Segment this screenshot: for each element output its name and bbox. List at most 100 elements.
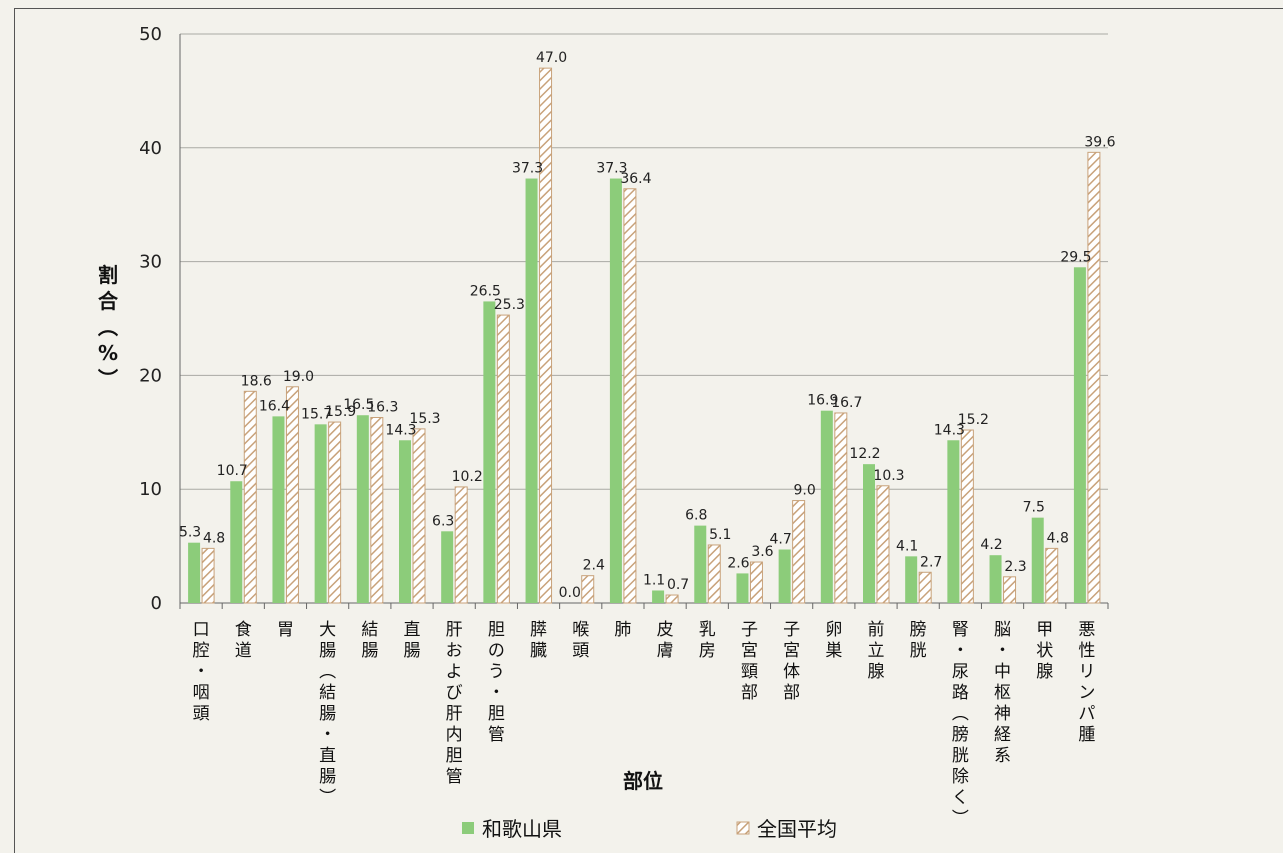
category-label-11: 皮膚 [657, 620, 674, 661]
bar-national-2 [285, 386, 299, 604]
bar-wakayama-18 [947, 440, 960, 603]
bar-wakayama-13 [736, 573, 749, 603]
bar-wakayama-15 [820, 410, 833, 603]
bar-wakayama-11 [652, 590, 665, 603]
bar-wakayama-7 [483, 301, 496, 603]
category-label-20: 甲状腺 [1036, 620, 1053, 682]
data-label-wakayama-2: 16.4 [259, 398, 290, 414]
bar-wakayama-6 [441, 531, 454, 603]
bar-wakayama-21 [1073, 267, 1086, 603]
bar-wakayama-17 [905, 556, 918, 603]
bar-wakayama-0 [188, 542, 201, 603]
data-label-wakayama-7: 26.5 [470, 283, 501, 299]
data-label-national-1: 18.6 [241, 373, 272, 389]
bar-national-13 [749, 561, 763, 604]
bar-wakayama-14 [778, 549, 791, 603]
data-label-national-16: 10.3 [873, 468, 904, 484]
data-label-national-8: 47.0 [536, 50, 567, 66]
y-tick-label-0: 0 [151, 593, 162, 614]
category-label-19: 脳・中枢神経系 [994, 620, 1011, 766]
data-label-wakayama-11: 1.1 [643, 572, 665, 588]
bar-national-0 [201, 547, 215, 604]
data-label-national-6: 10.2 [452, 469, 483, 485]
data-label-national-13: 3.6 [751, 544, 773, 560]
category-label-12: 乳房 [699, 620, 716, 661]
data-label-national-19: 2.3 [1004, 559, 1026, 575]
legend-swatch-wakayama [462, 822, 474, 834]
data-label-national-2: 19.0 [283, 369, 314, 385]
data-label-wakayama-13: 2.6 [727, 555, 749, 571]
category-label-6: 肝および肝内胆管 [446, 620, 463, 787]
category-label-21: 悪性リンパ腫 [1078, 620, 1095, 745]
data-label-national-18: 15.2 [958, 412, 989, 428]
data-label-wakayama-19: 4.2 [980, 537, 1002, 553]
bar-national-1 [243, 390, 257, 604]
data-label-national-21: 39.6 [1084, 134, 1115, 150]
bar-wakayama-5 [399, 440, 411, 603]
bar-national-17 [918, 571, 932, 604]
bar-wakayama-2 [272, 416, 285, 603]
data-label-wakayama-0: 5.3 [179, 525, 201, 541]
data-label-wakayama-14: 4.7 [770, 532, 792, 548]
bar-national-12 [707, 544, 721, 604]
data-label-wakayama-9: 0.0 [559, 585, 581, 601]
data-label-national-0: 4.8 [203, 530, 225, 546]
data-label-national-3: 15.9 [325, 404, 356, 420]
data-label-national-7: 25.3 [494, 297, 525, 313]
data-label-national-5: 15.3 [409, 411, 440, 427]
category-label-4: 結腸 [361, 620, 378, 661]
bar-national-4 [370, 417, 384, 604]
bar-national-3 [328, 421, 342, 604]
bar-national-19 [1003, 576, 1017, 604]
category-label-2: 胃 [277, 620, 294, 640]
data-label-wakayama-20: 7.5 [1023, 500, 1045, 516]
data-label-national-12: 5.1 [709, 527, 731, 543]
y-tick-label-10: 10 [139, 479, 162, 500]
data-labels: 5.3 4.810.718.616.419.015.715.916.516.314… [179, 50, 1116, 601]
legend-label-national: 全国平均 [757, 817, 837, 841]
data-label-national-14: 9.0 [794, 483, 816, 499]
bar-national-9 [581, 575, 595, 604]
data-label-national-4: 16.3 [367, 400, 398, 416]
bar-national-11 [665, 594, 679, 604]
data-label-national-17: 2.7 [920, 554, 942, 570]
category-label-9: 喉頭 [572, 620, 589, 661]
y-tick-label-30: 30 [139, 252, 162, 273]
data-label-wakayama-17: 4.1 [896, 538, 918, 554]
category-label-1: 食道 [235, 620, 252, 661]
category-label-14: 子宮体部 [783, 620, 800, 703]
category-label-17: 膀胱 [910, 620, 927, 661]
data-label-wakayama-10: 37.3 [596, 161, 627, 177]
bar-national-15 [834, 412, 848, 604]
category-label-13: 子宮頸部 [741, 620, 758, 703]
data-label-wakayama-21: 29.5 [1060, 249, 1091, 265]
bar-wakayama-10 [609, 178, 622, 603]
data-label-wakayama-1: 10.7 [217, 463, 248, 479]
bar-national-14 [792, 500, 806, 604]
legend-swatch-national [736, 821, 750, 835]
category-label-10: 肺 [614, 620, 631, 640]
bar-wakayama-8 [525, 178, 538, 603]
data-label-wakayama-8: 37.3 [512, 161, 543, 177]
bar-national-16 [876, 485, 890, 604]
bar-wakayama-19 [989, 555, 1002, 603]
bar-national-8 [539, 67, 553, 604]
category-label-5: 直腸 [404, 620, 421, 661]
bar-wakayama-20 [1031, 517, 1044, 603]
bar-national-21 [1087, 151, 1101, 604]
bar-wakayama-16 [863, 464, 875, 603]
bar-national-20 [1045, 547, 1059, 604]
legend: 和歌山県 全国平均 [462, 817, 837, 841]
data-label-wakayama-5: 14.3 [385, 422, 416, 438]
data-label-wakayama-6: 6.3 [432, 513, 454, 529]
x-axis-label: 部位 [623, 769, 663, 793]
bar-national-5 [412, 428, 426, 604]
bar-national-6 [454, 486, 468, 604]
category-label-18: 腎・尿路︵膀胱除く︶ [952, 620, 969, 829]
category-label-16: 前立腺 [868, 620, 885, 682]
chart-frame [14, 8, 1283, 853]
data-label-national-15: 16.7 [831, 395, 862, 411]
bar-national-18 [960, 429, 974, 604]
bar-wakayama-1 [230, 481, 243, 603]
